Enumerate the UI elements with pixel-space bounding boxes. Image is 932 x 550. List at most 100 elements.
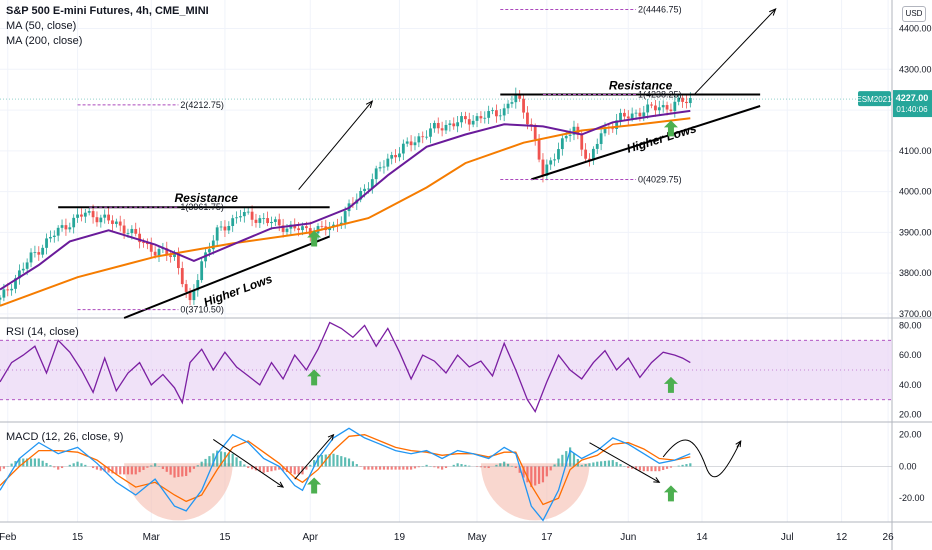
ma50-line bbox=[0, 109, 691, 291]
macd-histogram-bar bbox=[367, 466, 370, 470]
macd-histogram-bar bbox=[607, 460, 610, 467]
macd-histogram-bar bbox=[631, 466, 634, 469]
candle-body bbox=[142, 242, 145, 244]
macd-histogram-bar bbox=[514, 466, 517, 469]
time-axis-tick: Jul bbox=[781, 532, 794, 543]
macd-histogram-bar bbox=[344, 457, 347, 467]
macd-histogram-bar bbox=[572, 453, 576, 467]
macd-signal-line bbox=[0, 434, 691, 506]
macd-histogram-bar bbox=[10, 463, 13, 467]
candle-body bbox=[413, 142, 417, 146]
candle-body bbox=[603, 127, 607, 134]
candle-body bbox=[390, 155, 394, 159]
candle-body bbox=[506, 103, 510, 109]
macd-histogram-bar bbox=[375, 466, 378, 470]
macd-histogram-bar bbox=[569, 447, 572, 467]
macd-histogram-bar bbox=[654, 466, 657, 472]
price-badge bbox=[893, 90, 932, 118]
candle-body bbox=[29, 252, 33, 263]
macd-histogram-bar bbox=[658, 466, 661, 472]
time-axis-tick: 12 bbox=[836, 532, 848, 543]
candle-body bbox=[580, 134, 584, 150]
candle-body bbox=[250, 211, 254, 220]
currency-badge[interactable]: USD bbox=[902, 6, 926, 22]
candle-body bbox=[495, 110, 498, 117]
macd-histogram-bar bbox=[103, 466, 106, 472]
macd-histogram-bar bbox=[181, 466, 184, 477]
candle-body bbox=[654, 105, 657, 111]
candle-body bbox=[111, 220, 114, 224]
candle-body bbox=[549, 160, 553, 165]
macd-divergence-arrow-1 bbox=[213, 439, 284, 488]
candle-body bbox=[646, 104, 650, 113]
candle-body bbox=[103, 214, 107, 218]
fib-0-may: 0(4029.75) bbox=[638, 174, 682, 184]
macd-histogram-bar bbox=[33, 458, 37, 467]
macd-histogram-bar bbox=[0, 466, 2, 472]
macd-histogram-bar bbox=[456, 463, 459, 467]
macd-histogram-bar bbox=[340, 456, 343, 467]
candle-body bbox=[304, 226, 308, 229]
price-axis-tick: 3900.00 bbox=[899, 227, 932, 237]
resistance-label-2: Resistance bbox=[609, 79, 673, 93]
macd-histogram-bar bbox=[468, 465, 471, 467]
candle-body bbox=[343, 211, 347, 223]
macd-histogram-bar bbox=[239, 460, 242, 467]
candle-body bbox=[68, 227, 72, 230]
time-axis-tick: 26 bbox=[883, 532, 895, 543]
macd-histogram-bar bbox=[161, 466, 164, 469]
macd-histogram-bar bbox=[522, 466, 525, 478]
macd-divergence-arrow-1-head bbox=[277, 481, 285, 488]
candle-body bbox=[611, 128, 615, 130]
rsi-axis-tick: 40.00 bbox=[899, 380, 922, 390]
macd-histogram-bar bbox=[619, 464, 622, 467]
macd-histogram-bar bbox=[600, 461, 603, 467]
candle-body bbox=[657, 107, 661, 111]
candle-body bbox=[118, 221, 122, 226]
candle-body bbox=[685, 101, 688, 104]
candle-body bbox=[223, 226, 227, 231]
macd-line bbox=[0, 427, 691, 522]
price-axis-tick: 4000.00 bbox=[899, 187, 932, 197]
macd-histogram-bar bbox=[681, 464, 684, 467]
macd-histogram-bar bbox=[390, 466, 393, 470]
macd-histogram-bar bbox=[464, 464, 467, 467]
macd-histogram-bar bbox=[41, 460, 44, 467]
price-badge-countdown: 01:40:06 bbox=[896, 105, 928, 114]
candle-body bbox=[537, 139, 541, 160]
rsi-line bbox=[0, 321, 691, 414]
candle-body bbox=[498, 115, 502, 117]
macd-histogram-bar bbox=[336, 454, 339, 467]
candle-body bbox=[235, 217, 238, 219]
candle-body bbox=[0, 297, 2, 300]
macd-axis-tick: 20.00 bbox=[899, 430, 922, 440]
price-axis-tick: 4300.00 bbox=[899, 64, 932, 74]
macd-histogram-bar bbox=[293, 466, 296, 475]
macd-histogram-bar bbox=[549, 466, 552, 471]
candle-body bbox=[626, 116, 630, 119]
macd-histogram-bar bbox=[499, 463, 502, 467]
time-axis-tick: 14 bbox=[696, 532, 708, 543]
higher-lows-line-2 bbox=[531, 105, 761, 181]
candle-body bbox=[56, 227, 60, 236]
candle-body bbox=[642, 112, 646, 117]
macd-histogram-bar bbox=[216, 450, 219, 467]
macd-histogram-bar bbox=[541, 466, 545, 483]
macd-histogram-bar bbox=[305, 466, 308, 470]
candle-body bbox=[192, 290, 196, 301]
candle-body bbox=[184, 284, 188, 292]
candle-body bbox=[378, 167, 382, 169]
macd-histogram-bar bbox=[417, 466, 420, 468]
candle-body bbox=[568, 134, 572, 136]
candle-body bbox=[270, 221, 273, 224]
macd-histogram-bar bbox=[460, 464, 463, 467]
macd-histogram-bar bbox=[669, 466, 673, 468]
buy-arrow-icon bbox=[307, 477, 322, 494]
candle-body bbox=[471, 120, 475, 125]
candle-body bbox=[122, 225, 126, 234]
candle-body bbox=[76, 214, 79, 218]
candle-body bbox=[467, 119, 471, 125]
macd-histogram-bar bbox=[247, 466, 250, 469]
rsi-band bbox=[0, 340, 892, 400]
